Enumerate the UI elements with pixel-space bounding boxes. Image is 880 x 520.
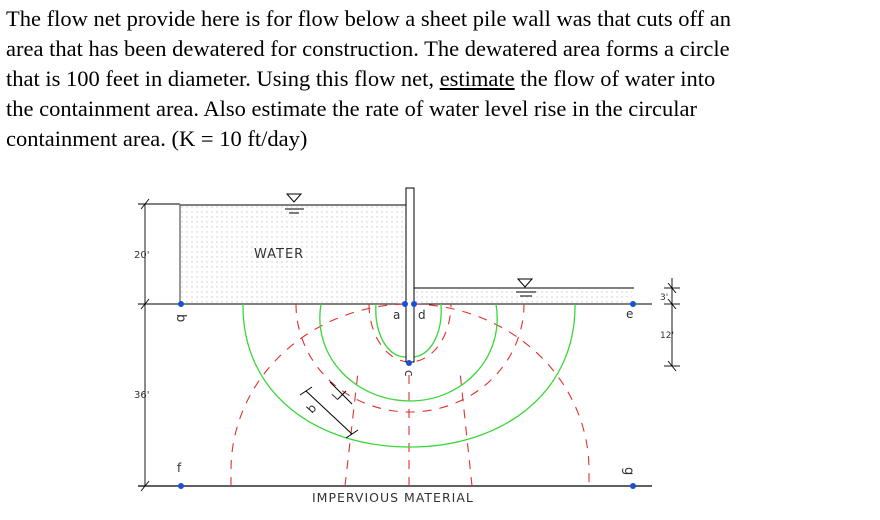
element-dimension xyxy=(299,381,359,439)
node-f xyxy=(178,483,184,489)
problem-line-2: area that has been dewatered for constru… xyxy=(6,36,730,61)
problem-line-3: that is 100 feet in diameter. Using this… xyxy=(6,64,876,94)
emphasis-estimate: estimate xyxy=(439,66,515,91)
flow-lines xyxy=(230,303,590,487)
dim-20ft: 20' xyxy=(134,250,149,261)
dim-3ft: 3' xyxy=(660,293,668,303)
node-d xyxy=(411,301,417,307)
equipotential-3 xyxy=(242,303,576,448)
node-b xyxy=(178,301,184,307)
node-a xyxy=(402,301,408,307)
flow-line-1 xyxy=(368,303,452,363)
point-label-f: f xyxy=(177,461,182,475)
element-label-l: l xyxy=(330,392,342,403)
point-label-d: d xyxy=(418,308,426,322)
dim-36ft: 36' xyxy=(134,390,149,401)
node-g xyxy=(630,483,636,489)
element-label-b: b xyxy=(304,401,320,416)
node-c xyxy=(406,360,412,366)
problem-line-3b: the flow of water into xyxy=(514,66,716,91)
problem-line-3a: that is 100 feet in diameter. Using this… xyxy=(6,66,440,91)
flow-line-4a xyxy=(344,371,359,487)
dim-12ft: 12' xyxy=(660,331,674,341)
point-label-e: e xyxy=(626,307,633,321)
equipotential-2 xyxy=(319,303,498,402)
sheet-pile-wall xyxy=(405,187,415,363)
problem-line-4: the containment area. Also estimate the … xyxy=(6,96,697,121)
left-dimension xyxy=(138,198,180,492)
flow-line-2 xyxy=(295,303,525,413)
problem-line-1: The flow net provide here is for flow be… xyxy=(6,6,731,31)
flow-line-4b xyxy=(459,371,473,487)
flow-line-3 xyxy=(230,303,590,486)
impervious-material-label: IMPERVIOUS MATERIAL xyxy=(312,490,474,505)
upstream-water xyxy=(180,205,406,305)
water-level-symbol-upstream xyxy=(281,193,309,214)
problem-line-5: containment area. (K = 10 ft/day) xyxy=(6,126,308,151)
point-label-b: b xyxy=(173,314,188,322)
water-label: WATER xyxy=(254,247,304,262)
problem-statement: The flow net provide here is for flow be… xyxy=(6,4,876,154)
point-label-g: g xyxy=(621,467,636,475)
flow-net-nodes xyxy=(178,301,636,489)
point-label-c: c xyxy=(402,370,416,377)
water-level-symbol-downstream xyxy=(512,278,540,297)
node-e xyxy=(630,301,636,307)
right-dimension xyxy=(664,278,680,372)
point-label-a: a xyxy=(393,308,400,322)
